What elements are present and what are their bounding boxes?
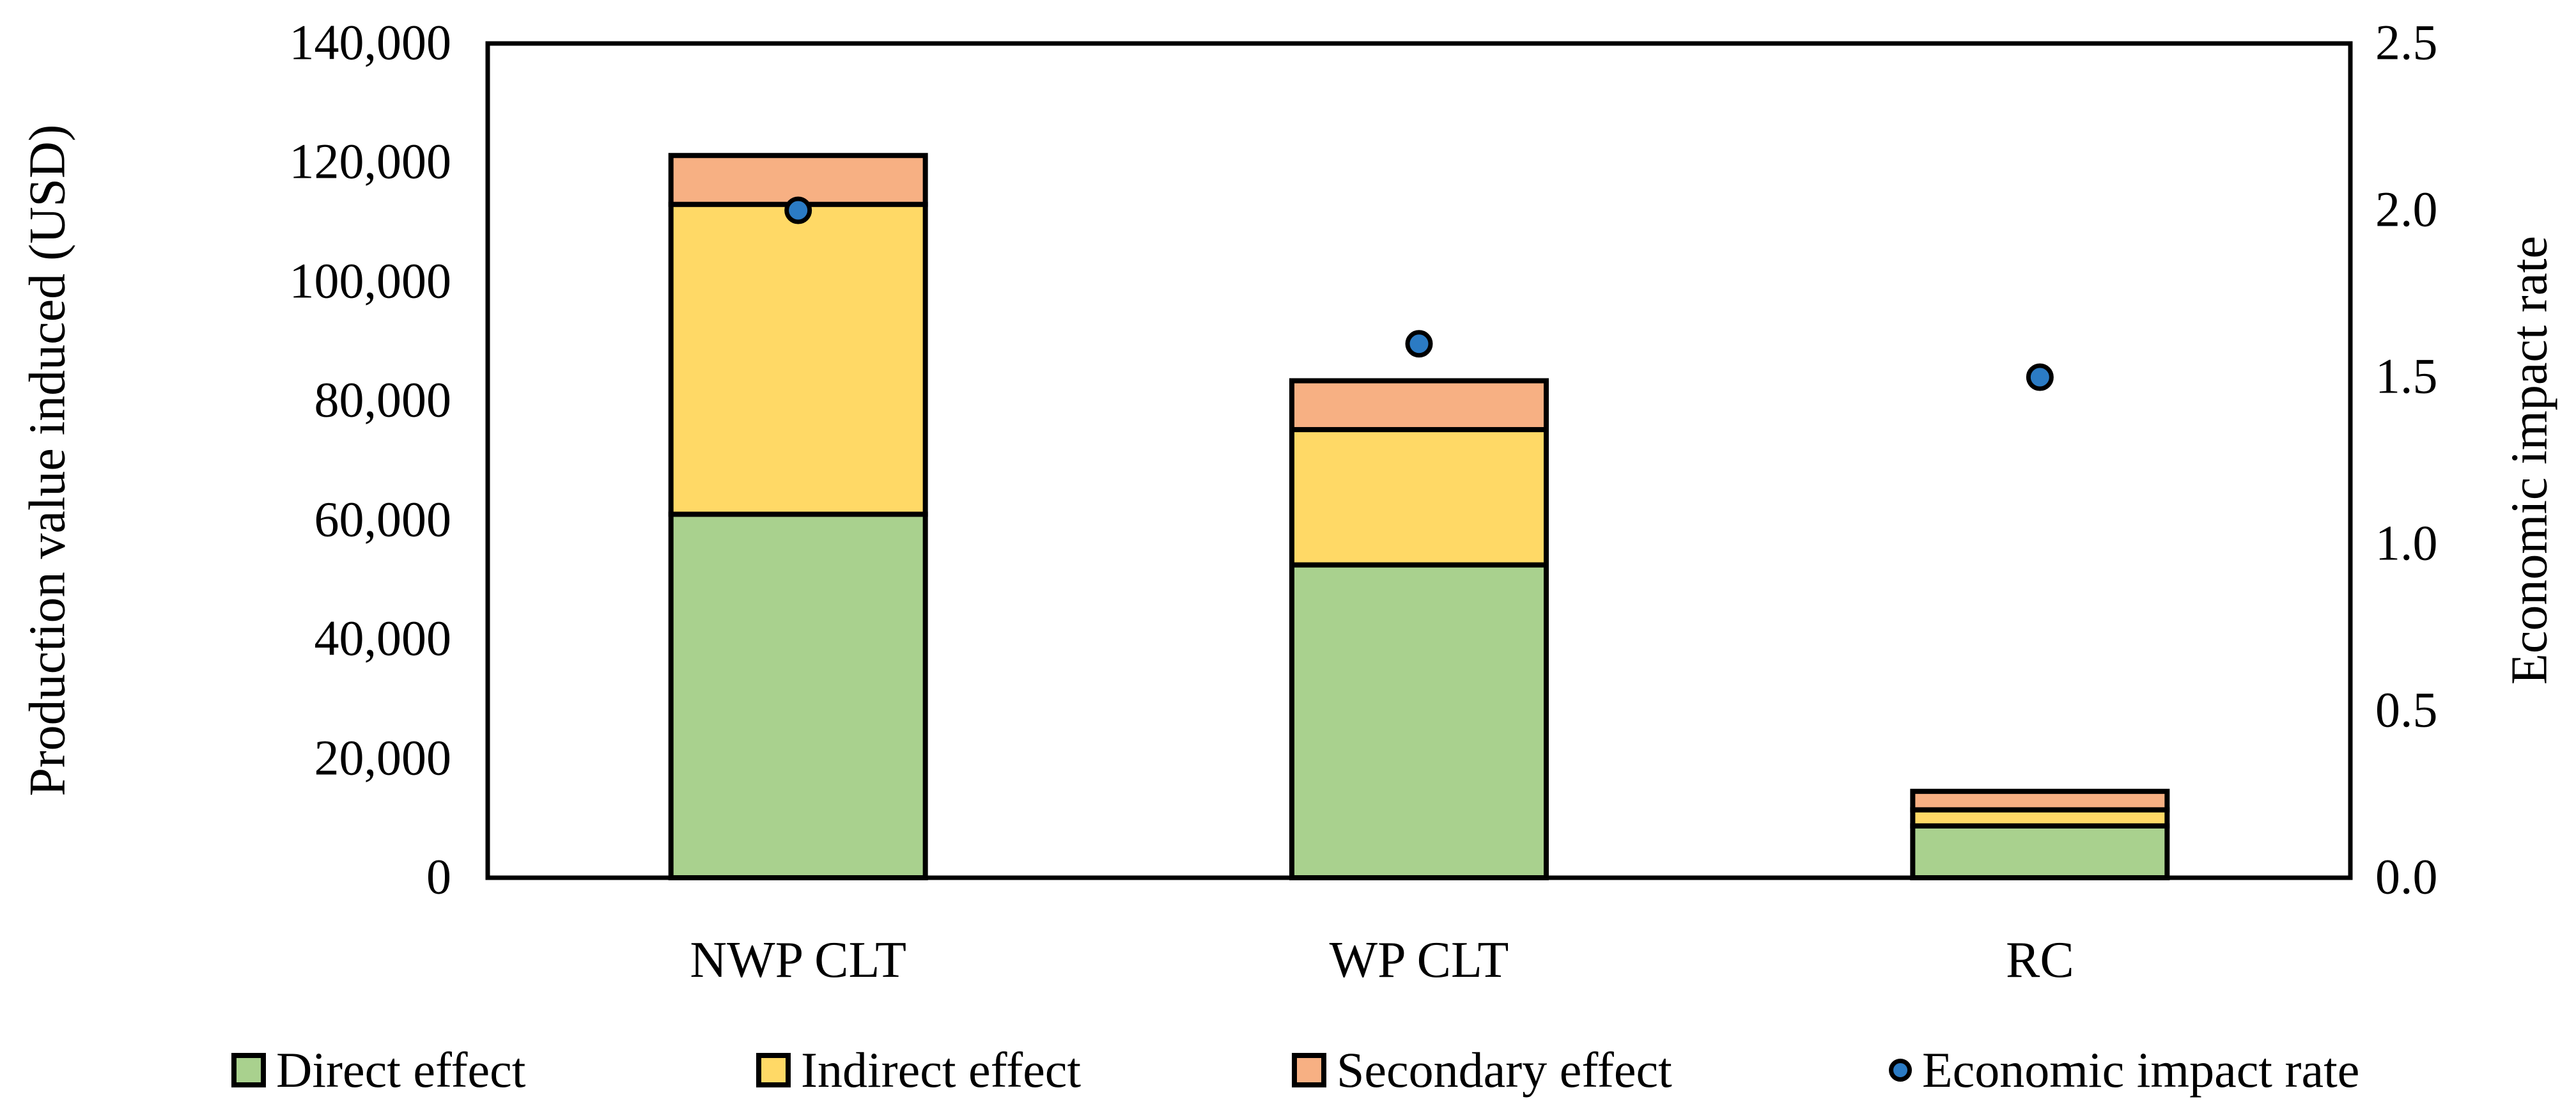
left-axis-tick-label: 120,000 — [289, 133, 452, 189]
right-axis-tick-label: 1.5 — [2375, 348, 2438, 404]
left-axis-tick-label: 60,000 — [314, 491, 452, 547]
right-axis-tick-label: 2.5 — [2375, 14, 2438, 70]
category-label: WP CLT — [1329, 932, 1509, 988]
left-axis-tick-label: 40,000 — [314, 610, 452, 666]
right-axis-tick-label: 0.5 — [2375, 681, 2438, 738]
legend-marker-swatch-icon — [231, 1053, 266, 1087]
bar-segment-indirect-effect — [668, 201, 928, 517]
bar-segment-direct-effect — [1910, 823, 2170, 880]
bar-segment-secondary-effect — [1289, 378, 1549, 433]
left-axis-tick-label: 140,000 — [289, 14, 452, 70]
legend-item: Economic impact rate — [1889, 1045, 2359, 1095]
scatter-point-economic-impact-rate — [1405, 330, 1433, 358]
plot-border — [485, 41, 2353, 880]
bar-segment-secondary-effect — [1910, 788, 2170, 813]
left-axis-tick-label: 0 — [426, 848, 451, 905]
category-label: RC — [2005, 932, 2074, 988]
category-label: NWP CLT — [690, 932, 906, 988]
legend-label: Secondary effect — [1337, 1042, 1672, 1098]
legend-item: Indirect effect — [756, 1045, 1081, 1095]
bar-segment-direct-effect — [668, 511, 928, 880]
legend-label: Economic impact rate — [1922, 1042, 2360, 1098]
bar-segment-indirect-effect — [1289, 427, 1549, 568]
legend-marker-circle-icon — [1889, 1059, 1912, 1082]
legend-marker-swatch-icon — [1292, 1053, 1326, 1087]
legend-label: Direct effect — [276, 1042, 526, 1098]
scatter-point-economic-impact-rate — [2026, 363, 2054, 391]
bar-segment-direct-effect — [1289, 562, 1549, 880]
scatter-point-economic-impact-rate — [784, 196, 812, 224]
right-axis-tick-label: 2.0 — [2375, 181, 2438, 237]
left-axis-tick-label: 100,000 — [289, 253, 452, 309]
left-axis-tick-label: 80,000 — [314, 371, 452, 428]
left-axis-tick-label: 20,000 — [314, 729, 452, 786]
legend-marker-swatch-icon — [756, 1053, 791, 1087]
right-axis-tick-label: 0.0 — [2375, 848, 2438, 905]
legend-item: Direct effect — [231, 1045, 525, 1095]
bar-segment-secondary-effect — [668, 153, 928, 207]
right-axis-tick-label: 1.0 — [2375, 515, 2438, 571]
legend-label: Indirect effect — [801, 1042, 1082, 1098]
legend-item: Secondary effect — [1292, 1045, 1672, 1095]
bar-segment-indirect-effect — [1910, 807, 2170, 829]
